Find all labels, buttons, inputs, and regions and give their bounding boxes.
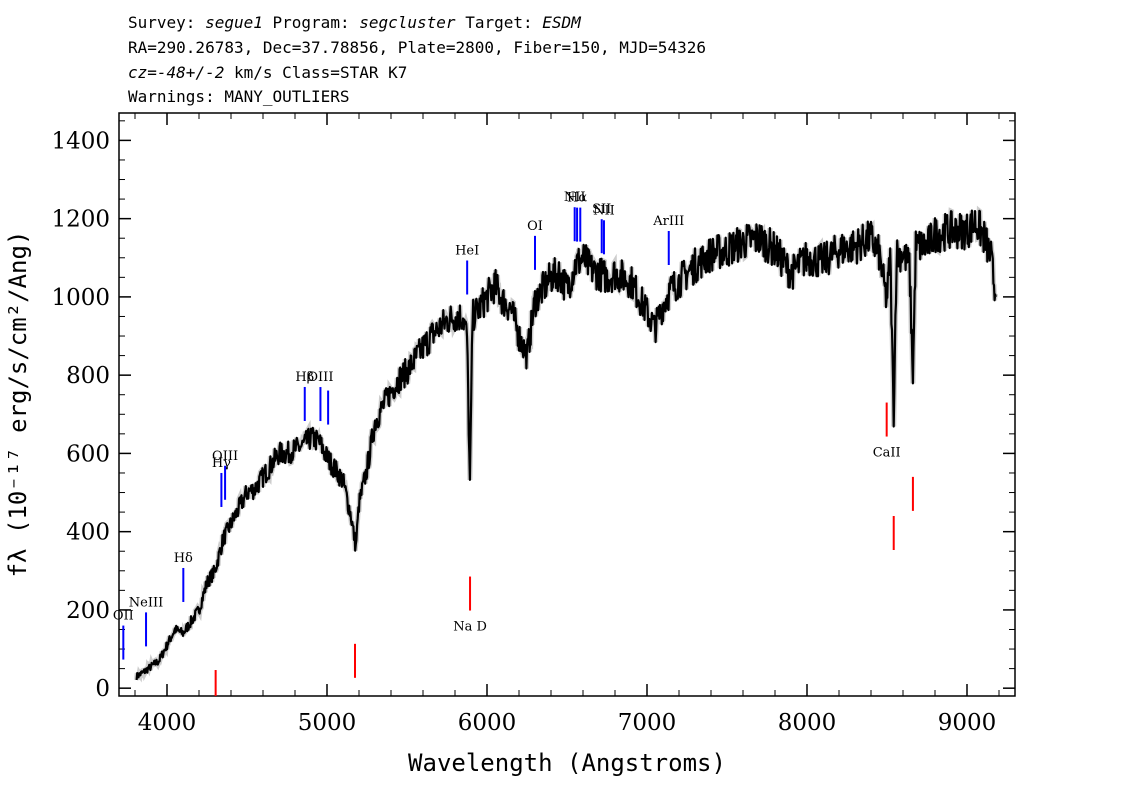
emission-label: Hδ [174, 551, 193, 566]
line-marker-oi: OI [527, 219, 543, 270]
cz-rest: km/s Class=STAR K7 [224, 63, 407, 82]
flux-series [135, 209, 997, 681]
line-marker-sii: SII [592, 202, 611, 254]
x-tick-label: 5000 [298, 710, 357, 736]
emission-label: NII [593, 203, 615, 218]
line-marker-ariii: ArIII [652, 214, 684, 266]
emission-label: OIII [212, 449, 238, 464]
line-marker-caii: CaII [873, 402, 901, 461]
line-marker-nii: NII [593, 203, 615, 255]
absorption-label: Na D [453, 620, 487, 635]
x-tick-label: 8000 [778, 710, 837, 736]
x-axis-title: Wavelength (Angstroms) [408, 749, 726, 777]
line-markers: OIINeIIIHδHγOIIIHβOIIIHeIOINIIHαSIINIIAr… [113, 190, 914, 696]
line-marker-nad: Na D [453, 576, 487, 635]
line-marker-oii: OII [113, 609, 134, 660]
line-marker-h: Hγ [212, 456, 231, 507]
x-tick-label: 7000 [618, 710, 677, 736]
y-tick-label: 400 [66, 520, 110, 546]
y-tick-label: 1400 [51, 128, 110, 154]
emission-label: SII [592, 202, 611, 217]
absorption-label: CaII [873, 446, 901, 461]
emission-label: HeI [455, 244, 479, 259]
line-marker-h: Hα [567, 191, 587, 242]
emission-label: OI [527, 219, 543, 234]
emission-label: Hγ [212, 456, 231, 471]
y-tick-label: 600 [66, 441, 110, 467]
header-line-coordinates: RA=290.26783, Dec=37.78856, Plate=2800, … [128, 38, 706, 57]
x-tick-label: 6000 [458, 710, 517, 736]
header-line-redshift: cz=-48+/-2 km/s Class=STAR K7 [128, 63, 407, 82]
y-tick-label: 800 [66, 363, 110, 389]
survey-label: Survey: [128, 13, 195, 32]
x-tick-label: 9000 [938, 710, 997, 736]
flux-line [135, 209, 997, 681]
emission-label: OIII [307, 370, 333, 385]
y-axis-title: fλ (10⁻¹⁷ erg/s/cm²/Ang) [4, 231, 32, 578]
line-marker-h: Hδ [174, 551, 193, 602]
y-tick-label: 200 [66, 598, 110, 624]
cz-value: -48+/-2 [157, 63, 224, 82]
emission-label: ArIII [652, 214, 684, 229]
line-marker-oiii: OIII [307, 370, 333, 422]
header-line-survey: Survey: segue1 Program: segcluster Targe… [128, 13, 582, 32]
target-label: Target: [465, 13, 532, 32]
target-value: ESDM [542, 13, 582, 32]
x-tick-label: 4000 [138, 710, 197, 736]
axis-ticks: 4000 5000 6000 7000 8000 9000 0 200 400 600 800 100… [51, 113, 1015, 736]
survey-value: segue1 [205, 13, 263, 32]
program-value: segcluster [359, 13, 456, 32]
cz-label: cz= [128, 63, 157, 82]
plot-frame [118, 112, 1016, 697]
y-tick-label: 0 [95, 676, 110, 702]
emission-label: NeIII [129, 595, 163, 610]
line-marker-neiii: NeIII [129, 595, 163, 647]
program-label: Program: [273, 13, 350, 32]
y-tick-label: 1200 [51, 207, 110, 233]
emission-label: Hα [567, 191, 587, 206]
header-line-warnings: Warnings: MANY_OUTLIERS [128, 87, 350, 106]
line-marker-oiii: OIII [212, 449, 238, 500]
line-marker-hei: HeI [455, 244, 479, 295]
emission-label: NII [564, 190, 586, 205]
line-marker-h: Hβ [295, 370, 314, 421]
emission-label: OII [113, 609, 134, 624]
line-marker-nii: NII [564, 190, 586, 242]
y-tick-label: 1000 [51, 285, 110, 311]
emission-label: Hβ [295, 370, 314, 385]
